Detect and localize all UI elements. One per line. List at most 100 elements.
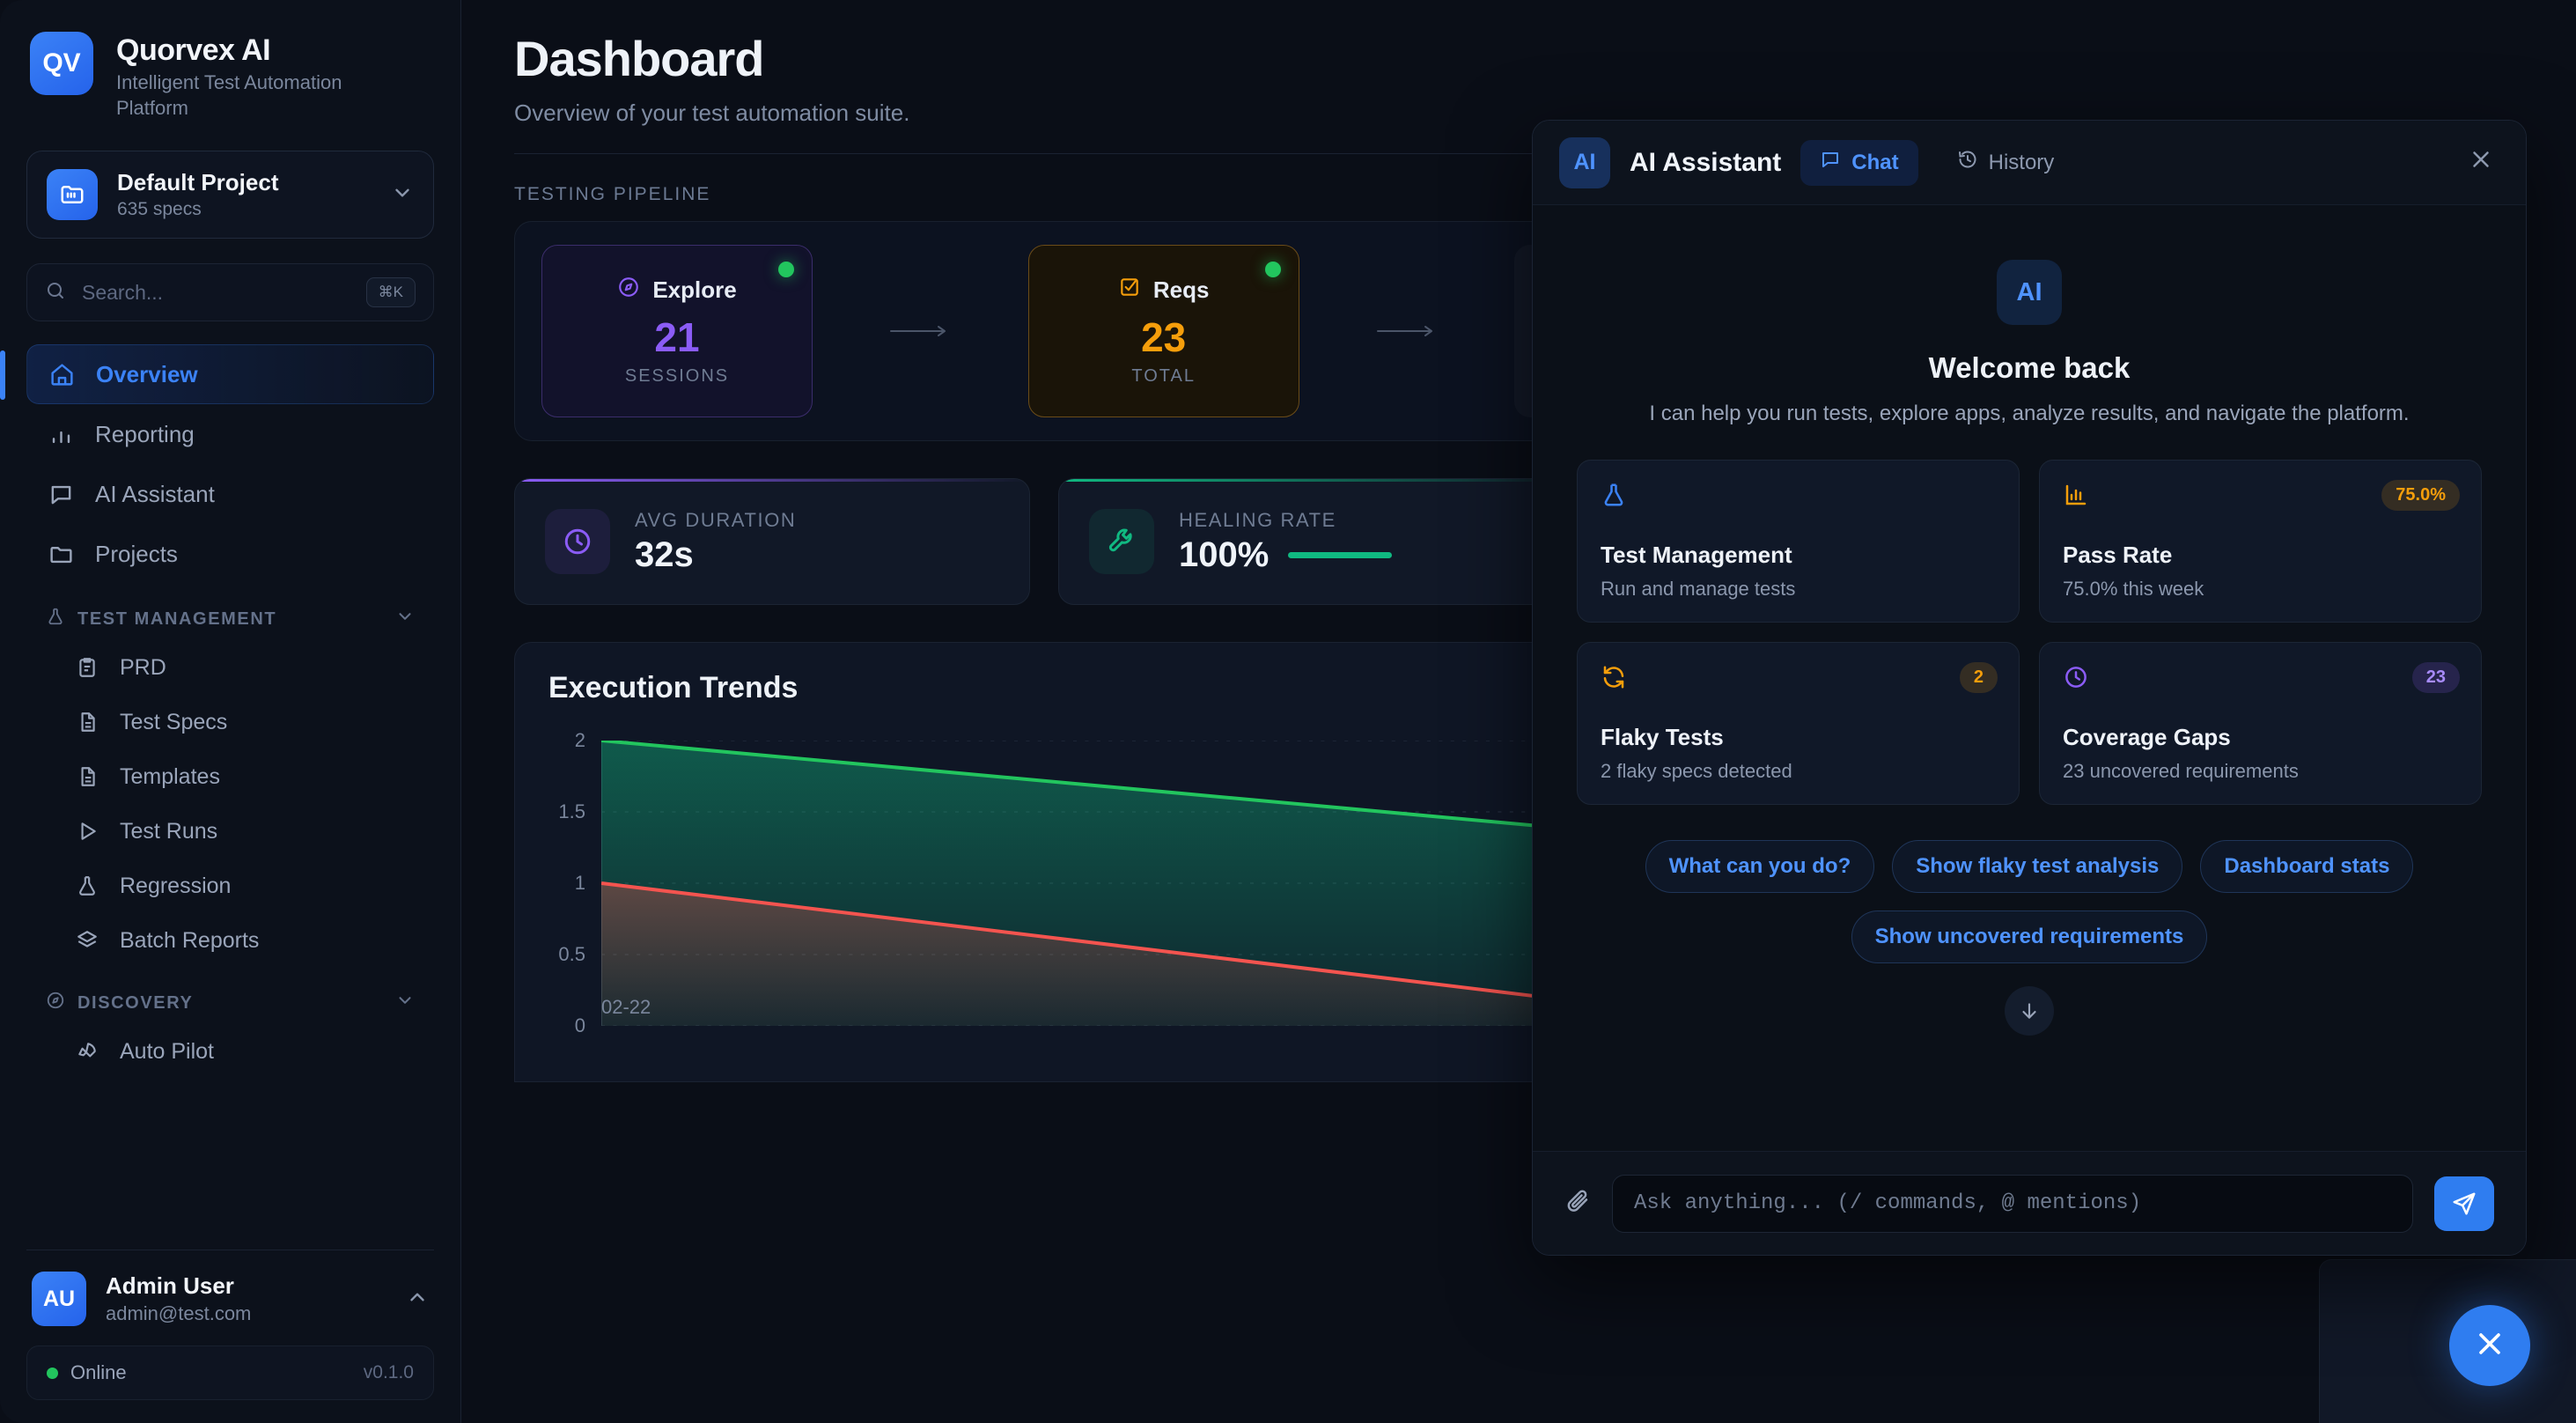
quick-action-chips: What can you do? Show flaky test analysi…	[1577, 839, 2482, 963]
status-dot-icon	[778, 262, 794, 277]
pipeline-stage-reqs[interactable]: Reqs 23 TOTAL	[1027, 245, 1299, 417]
close-icon	[2472, 1326, 2507, 1366]
pipeline-stage-explore[interactable]: Explore 21 SESSIONS	[541, 245, 813, 417]
sidebar-item-label: Auto Pilot	[120, 1038, 215, 1064]
sidebar-item-test-specs[interactable]: Test Specs	[26, 695, 434, 749]
status-badge: Online v0.1.0	[26, 1346, 434, 1400]
y-axis-tick: 1	[574, 872, 585, 894]
sidebar-item-label: Test Runs	[120, 818, 218, 844]
sidebar-item-reporting[interactable]: Reporting	[26, 404, 434, 464]
metric-caption: AVG DURATION	[635, 508, 797, 531]
compass-icon	[617, 276, 640, 305]
suggestion-title: Coverage Gaps	[2063, 723, 2231, 750]
pipeline-stage-name: Reqs	[1152, 276, 1210, 303]
suggestion-badge: 23	[2411, 661, 2460, 693]
suggestion-badge: 2	[1959, 661, 1998, 693]
sidebar-section-discovery[interactable]: DISCOVERY	[26, 968, 434, 1024]
welcome-heading: Welcome back	[1928, 351, 2131, 384]
suggestion-card-coverage-gaps[interactable]: 23 Coverage Gaps 23 uncovered requiremen…	[2039, 641, 2482, 805]
suggestion-card-flaky-tests[interactable]: 2 Flaky Tests 2 flaky specs detected	[1577, 641, 2020, 805]
chevron-down-icon	[395, 607, 415, 631]
suggestion-card-pass-rate[interactable]: 75.0% Pass Rate 75.0% this week	[2039, 459, 2482, 623]
search-input[interactable]: Search... ⌘K	[26, 263, 434, 322]
ai-panel-header: AI AI Assistant Chat History	[1533, 121, 2526, 205]
arrow-right-icon	[813, 321, 1028, 341]
chat-bubble-icon	[46, 482, 76, 507]
sidebar-item-label: Overview	[96, 360, 198, 387]
user-name: Admin User	[106, 1272, 234, 1300]
suggestion-subtitle: 23 uncovered requirements	[2063, 759, 2299, 782]
project-specs-count: 635 specs	[117, 199, 202, 220]
sidebar-item-overview[interactable]: Overview	[0, 344, 434, 405]
sidebar-item-regression[interactable]: Regression	[26, 859, 434, 913]
welcome-description: I can help you run tests, explore apps, …	[1649, 402, 2410, 425]
sidebar-item-projects[interactable]: Projects	[26, 524, 434, 584]
page-subtitle: Overview of your test automation suite.	[514, 100, 910, 126]
compass-icon	[46, 991, 65, 1015]
suggestion-subtitle: 75.0% this week	[2063, 577, 2204, 600]
brand: QV Quorvex AI Intelligent Test Automatio…	[0, 0, 460, 138]
bar-chart-icon	[2063, 482, 2458, 515]
divider	[514, 153, 2523, 154]
metric-caption: HEALING RATE	[1179, 508, 1336, 531]
ai-assistant-panel: AI AI Assistant Chat History AI	[1532, 120, 2527, 1256]
user-profile[interactable]: AU Admin User admin@test.com	[26, 1272, 434, 1346]
metric-value: 100%	[1179, 535, 1270, 574]
sidebar-item-auto-pilot[interactable]: Auto Pilot	[26, 1024, 434, 1079]
bar-chart-icon	[46, 422, 76, 447]
ai-avatar: AI	[1997, 260, 2062, 325]
arrow-down-icon[interactable]	[2005, 985, 2054, 1036]
y-axis-tick: 2	[574, 729, 585, 751]
search-placeholder: Search...	[82, 280, 164, 304]
metric-value: 32s	[635, 535, 694, 574]
sidebar-nav: Overview Reporting AI Assistant Projects	[0, 344, 460, 1079]
sidebar-item-ai-assistant[interactable]: AI Assistant	[26, 464, 434, 524]
pipeline-stage-value: 21	[654, 314, 700, 360]
suggestion-badge: 75.0%	[2381, 479, 2460, 511]
send-button[interactable]	[2434, 1176, 2494, 1231]
chip-show-flaky-test-analysis[interactable]: Show flaky test analysis	[1892, 839, 2183, 893]
suggestion-card-test-management[interactable]: Test Management Run and manage tests	[1577, 459, 2020, 623]
paperclip-icon[interactable]	[1564, 1187, 1591, 1220]
sidebar-footer: AU Admin User admin@test.com Online v0.1…	[0, 1241, 460, 1423]
background-panel	[2319, 1259, 2576, 1423]
refresh-icon	[1601, 664, 1996, 697]
layers-icon	[72, 929, 102, 952]
metric-card-healing-rate[interactable]: HEALING RATE 100%	[1058, 478, 1574, 605]
tab-history[interactable]: History	[1938, 140, 2074, 186]
suggestion-title: Test Management	[1601, 541, 1792, 568]
close-icon[interactable]	[2462, 146, 2499, 180]
sidebar-section-label: DISCOVERY	[77, 992, 194, 1013]
project-selector[interactable]: Default Project 635 specs	[26, 151, 434, 240]
chip-what-can-you-do[interactable]: What can you do?	[1645, 839, 1875, 893]
play-icon	[72, 820, 102, 843]
chip-show-uncovered-requirements[interactable]: Show uncovered requirements	[1851, 910, 2208, 963]
close-assistant-fab[interactable]	[2449, 1305, 2530, 1386]
sidebar-item-prd[interactable]: PRD	[26, 640, 434, 695]
y-axis-tick: 0.5	[558, 943, 585, 965]
status-dot-icon	[47, 1367, 58, 1379]
suggestion-cards: Test Management Run and manage tests 75.…	[1577, 459, 2482, 805]
sidebar-item-test-runs[interactable]: Test Runs	[26, 804, 434, 859]
sidebar-section-test-management[interactable]: TEST MANAGEMENT	[26, 584, 434, 640]
brand-title: Quorvex AI	[116, 33, 271, 67]
chip-dashboard-stats[interactable]: Dashboard stats	[2200, 839, 2414, 893]
sidebar-item-label: Projects	[95, 540, 178, 567]
sidebar-item-templates[interactable]: Templates	[26, 749, 434, 804]
user-email: admin@test.com	[106, 1301, 252, 1324]
chat-input[interactable]: Ask anything... (/ commands, @ mentions)	[1612, 1174, 2413, 1233]
chevron-down-icon	[395, 991, 415, 1015]
page-title: Dashboard	[514, 31, 765, 86]
sidebar-item-batch-reports[interactable]: Batch Reports	[26, 913, 434, 968]
tab-chat[interactable]: Chat	[1800, 139, 1918, 186]
clock-icon	[2063, 664, 2458, 697]
metric-card-avg-duration[interactable]: AVG DURATION 32s	[514, 478, 1030, 605]
status-dot-icon	[1264, 262, 1281, 277]
clock-icon	[545, 509, 610, 574]
file-text-icon	[72, 765, 102, 788]
brand-logo: QV	[30, 32, 93, 95]
folder-icon	[46, 542, 76, 567]
suggestion-subtitle: Run and manage tests	[1601, 577, 1796, 600]
metric-cards: AVG DURATION 32s HEALING RATE 100%	[514, 478, 2576, 605]
